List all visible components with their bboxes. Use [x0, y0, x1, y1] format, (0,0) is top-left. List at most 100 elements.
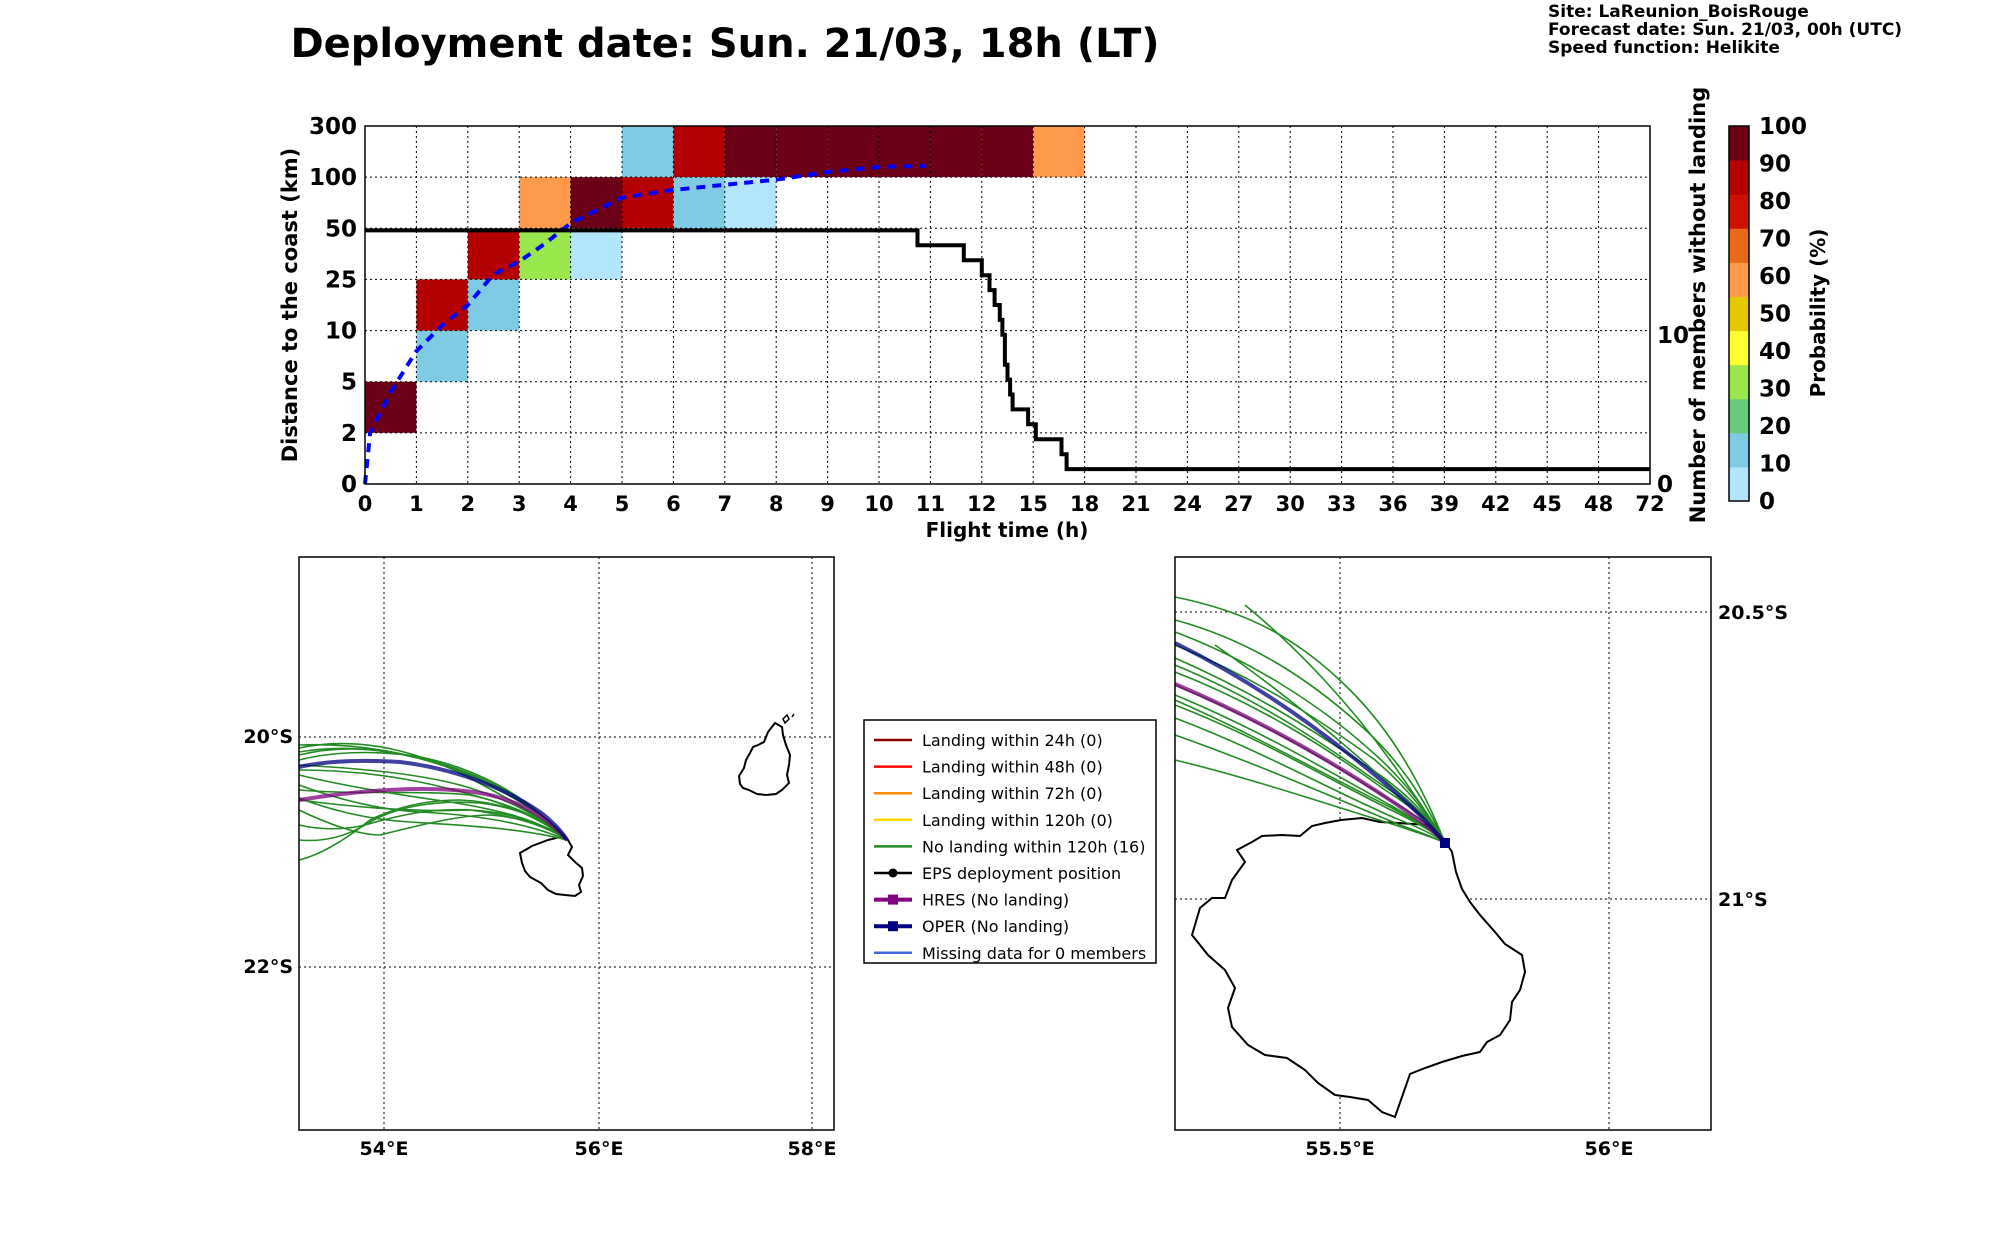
x-tick-label: 6	[666, 492, 681, 516]
y-tick-label: 5	[341, 370, 357, 396]
heatmap-cell	[519, 177, 571, 229]
x-tick-label: 12	[967, 492, 996, 516]
x-tick-label: 27	[1224, 492, 1253, 516]
islet-outline	[782, 713, 790, 725]
heatmap-cell	[981, 126, 1034, 178]
heatmap-cell	[724, 126, 777, 178]
chart-frame	[364, 125, 1651, 485]
reunion-island-outline	[1190, 816, 1527, 1119]
heatmap-cell	[416, 279, 468, 331]
x-tick-label: 15	[1019, 492, 1048, 516]
colorbar-label: Probability (%)	[1806, 229, 1830, 398]
oper-trajectory	[298, 758, 569, 842]
x-tick-label: 1	[409, 492, 424, 516]
y-tick-label: 25	[325, 267, 357, 293]
colorbar-frame	[1728, 125, 1750, 502]
x-tick-label: 2	[460, 492, 475, 516]
y2-axis-label: Number of members without landing	[1686, 87, 1710, 524]
x-tick-label: 5	[615, 492, 630, 516]
heatmap-cell	[930, 126, 982, 178]
colorbar-tick-label: 20	[1759, 414, 1791, 440]
left-map-lon-tick: 54°E	[360, 1138, 409, 1160]
x-tick-label: 10	[864, 492, 893, 516]
legend-label: EPS deployment position	[922, 864, 1121, 883]
x-tick-label: 33	[1327, 492, 1356, 516]
colorbar-swatch	[1729, 398, 1749, 434]
y2-tick-label: 0	[1657, 472, 1673, 498]
x-tick-label: 39	[1430, 492, 1459, 516]
legend-item: Missing data for 0 members	[874, 944, 1146, 963]
legend-item: Landing within 120h (0)	[874, 811, 1113, 830]
x-tick-label: 4	[563, 492, 578, 516]
speed-function-label: Speed function: Helikite	[1548, 38, 1780, 58]
heatmap-cell	[570, 228, 622, 280]
left-map-lon-tick: 58°E	[788, 1138, 837, 1160]
legend-item: EPS deployment position	[874, 864, 1121, 883]
heatmap-cell	[673, 126, 725, 178]
y2-tick-labels: 0 10	[1657, 323, 1689, 498]
legend-item: Landing within 24h (0)	[874, 731, 1103, 750]
colorbar-tick-label: 100	[1759, 114, 1807, 140]
legend-item: OPER (No landing)	[874, 917, 1069, 936]
legend-label: OPER (No landing)	[922, 917, 1069, 936]
oper-trajectory	[1174, 641, 1447, 845]
x-tick-label: 48	[1584, 492, 1613, 516]
colorbar-swatch	[1729, 330, 1749, 366]
x-tick-label: 30	[1276, 492, 1305, 516]
legend-label: Landing within 72h (0)	[922, 784, 1103, 803]
chart-grid	[365, 126, 1650, 484]
mauritius-island-outline	[737, 721, 792, 797]
site-label: Site: LaReunion_BoisRouge	[1548, 2, 1809, 22]
colorbar-tick-label: 40	[1759, 339, 1791, 365]
colorbar-swatch	[1729, 466, 1749, 502]
x-tick-labels: 0 1 2 3 4 5 6 7 8 9 10 11 12 15 18 21 24 27 30 33 36 39 42 45 48…	[358, 492, 1665, 516]
x-tick-label: 8	[769, 492, 784, 516]
right-map-lon-tick: 55.5°E	[1305, 1138, 1374, 1160]
colorbar-swatch	[1729, 432, 1749, 468]
colorbar-tick-label: 30	[1759, 377, 1791, 403]
colorbar-cells	[1729, 126, 1749, 502]
heatmap-cell	[622, 177, 674, 229]
flight-time-chart: 0 1 2 3 4 5 6 7 8 9 10 11 12 15 18 21 24 27 30 33 36 39 42 45 48…	[278, 87, 2000, 542]
colorbar-swatch	[1729, 160, 1749, 195]
y-tick-label: 2	[341, 421, 357, 447]
x-tick-label: 36	[1378, 492, 1407, 516]
legend-item: No landing within 120h (16)	[874, 837, 1145, 856]
colorbar-tick-label: 0	[1759, 489, 1775, 515]
forecast-date-label: Forecast date: Sun. 21/03, 00h (UTC)	[1548, 20, 1902, 40]
legend-marker	[888, 921, 898, 932]
members-without-landing-line	[365, 228, 1650, 472]
heatmap-cell	[827, 126, 879, 178]
legend-label: Landing within 120h (0)	[922, 811, 1113, 830]
deployment-position-marker	[1440, 838, 1450, 848]
legend-marker	[888, 894, 898, 905]
legend-label: HRES (No landing)	[922, 891, 1069, 910]
x-tick-label: 21	[1121, 492, 1150, 516]
x-tick-label: 3	[512, 492, 527, 516]
y-tick-label: 10	[325, 319, 357, 345]
x-axis-label: Flight time (h)	[926, 518, 1089, 542]
zoomed-map: 55.5°E 56°E 20.5°S 21°S	[1174, 556, 1788, 1160]
colorbar-swatch	[1729, 262, 1749, 297]
hres-trajectory	[298, 787, 569, 842]
colorbar-swatch	[1729, 296, 1749, 332]
colorbar-tick-label: 60	[1759, 264, 1791, 290]
y-tick-label: 50	[325, 216, 357, 242]
x-tick-label: 45	[1533, 492, 1562, 516]
left-map-grid	[299, 557, 834, 1130]
legend-item: Landing within 72h (0)	[874, 784, 1103, 803]
legend-label: Landing within 48h (0)	[922, 758, 1103, 777]
legend-label: No landing within 120h (16)	[922, 837, 1145, 856]
page-title: Deployment date: Sun. 21/03, 18h (LT)	[290, 21, 1159, 67]
legend: Landing within 24h (0) Landing within 48h…	[863, 719, 1157, 964]
colorbar: 0 10 20 30 40 50 60 70 80 90 100 Probability (%)	[1728, 114, 1830, 515]
legend-frame	[863, 719, 1157, 964]
legend-marker	[888, 868, 898, 878]
x-tick-label: 18	[1070, 492, 1099, 516]
y-axis-label: Distance to the coast (km)	[278, 148, 302, 463]
x-tick-label: 0	[358, 492, 373, 516]
heatmap-cells	[365, 126, 1085, 433]
colorbar-swatch	[1729, 126, 1749, 161]
right-map-lat-tick: 21°S	[1718, 889, 1768, 911]
